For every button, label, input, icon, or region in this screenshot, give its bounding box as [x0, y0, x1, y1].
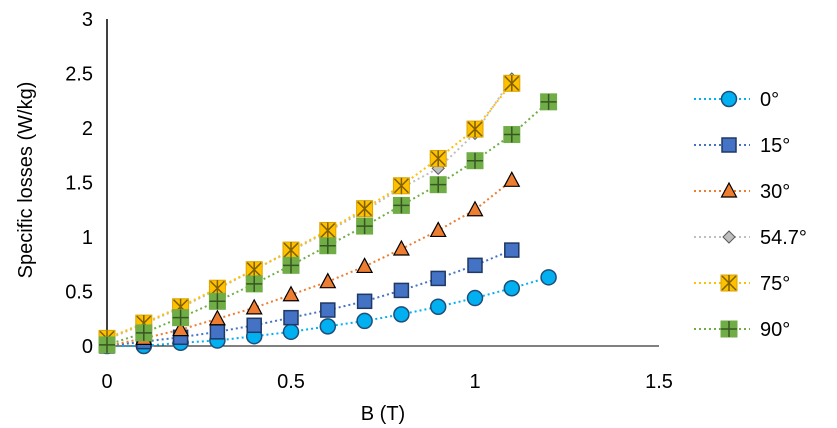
data-point — [319, 318, 337, 335]
data-point — [245, 275, 263, 293]
data-point — [503, 126, 521, 144]
y-tick-label: 2 — [82, 118, 93, 140]
legend-label: 15° — [760, 135, 790, 157]
y-tick-label: 0 — [82, 336, 93, 358]
legend-marker — [720, 320, 738, 338]
legend-marker — [721, 137, 737, 153]
data-point — [393, 282, 410, 299]
data-point — [540, 93, 558, 111]
data-point — [172, 320, 190, 337]
data-point — [503, 279, 521, 297]
data-point — [466, 152, 484, 170]
legend-item: 15° — [694, 135, 790, 157]
data-point — [208, 309, 226, 326]
series-layer — [98, 72, 558, 355]
data-point — [356, 200, 374, 218]
legend-item: 54.7° — [694, 227, 807, 249]
data-point — [246, 317, 262, 334]
data-point — [540, 269, 557, 286]
series-4 — [98, 74, 521, 347]
data-point — [209, 324, 226, 340]
axes — [106, 19, 659, 347]
legend: 0° 15° 30° 54.7° 75° 90° — [694, 89, 807, 341]
data-point — [466, 200, 484, 217]
legend-label: 75° — [760, 273, 790, 295]
series-3 — [100, 72, 519, 347]
data-point — [282, 256, 300, 274]
data-point — [208, 292, 226, 310]
data-point — [356, 257, 374, 274]
data-point — [429, 221, 447, 238]
series-2 — [98, 171, 521, 353]
data-point — [430, 270, 446, 287]
data-point — [319, 221, 337, 239]
data-point — [392, 177, 410, 195]
data-point — [429, 176, 447, 194]
data-point — [135, 324, 153, 342]
data-point — [429, 298, 447, 316]
series-5 — [98, 93, 558, 354]
x-tick-label: 0 — [101, 371, 112, 393]
x-tick-label: 1 — [469, 371, 480, 393]
x-tick-labels: 0 0.5 1 1.5 — [101, 371, 672, 393]
y-tick-label: 1 — [82, 227, 93, 249]
data-point — [466, 120, 484, 138]
legend-item: 30° — [694, 181, 790, 203]
data-point — [504, 242, 520, 258]
x-tick-label: 0.5 — [277, 371, 305, 393]
y-tick-label: 0.5 — [65, 282, 93, 304]
x-tick-label: 1.5 — [645, 371, 673, 393]
x-axis-label: B (T) — [361, 403, 405, 425]
legend-item: 90° — [694, 319, 790, 341]
data-point — [282, 323, 300, 341]
y-tick-label: 1.5 — [65, 173, 93, 195]
legend-marker — [720, 90, 738, 108]
legend-label: 90° — [760, 319, 790, 341]
legend-marker — [722, 230, 736, 244]
series-1 — [99, 242, 520, 354]
data-point — [98, 336, 116, 354]
series-line — [106, 78, 513, 341]
data-point — [429, 150, 447, 168]
data-point — [172, 309, 190, 327]
data-point — [320, 302, 336, 318]
legend-label: 54.7° — [760, 227, 807, 249]
y-tick-label: 2.5 — [65, 64, 93, 86]
data-point — [319, 272, 337, 289]
data-point — [393, 306, 410, 323]
y-tick-label: 3 — [82, 9, 93, 31]
data-point — [503, 171, 521, 187]
data-point — [356, 293, 373, 310]
data-point — [245, 261, 263, 279]
series-line — [106, 82, 513, 340]
data-point — [467, 257, 483, 274]
y-tick-labels: 0 0.5 1 1.5 2 2.5 3 — [65, 9, 93, 358]
data-point — [208, 279, 226, 297]
legend-item: 0° — [694, 89, 779, 111]
legend-label: 0° — [760, 89, 779, 111]
series-line — [106, 179, 513, 347]
data-point — [282, 285, 300, 302]
data-point — [245, 298, 263, 315]
series-line — [106, 249, 513, 347]
legend-marker — [720, 181, 738, 198]
data-point — [283, 309, 299, 326]
data-point — [356, 312, 373, 330]
data-point — [319, 237, 337, 255]
legend-item: 75° — [694, 273, 790, 295]
legend-marker — [720, 274, 738, 292]
data-point — [466, 289, 484, 307]
data-point — [392, 196, 410, 214]
data-point — [503, 74, 521, 92]
data-point — [282, 241, 300, 259]
data-point — [356, 217, 374, 235]
legend-label: 30° — [760, 181, 790, 203]
data-point — [392, 239, 410, 256]
y-axis-label: Specific losses (W/kg) — [15, 82, 37, 279]
